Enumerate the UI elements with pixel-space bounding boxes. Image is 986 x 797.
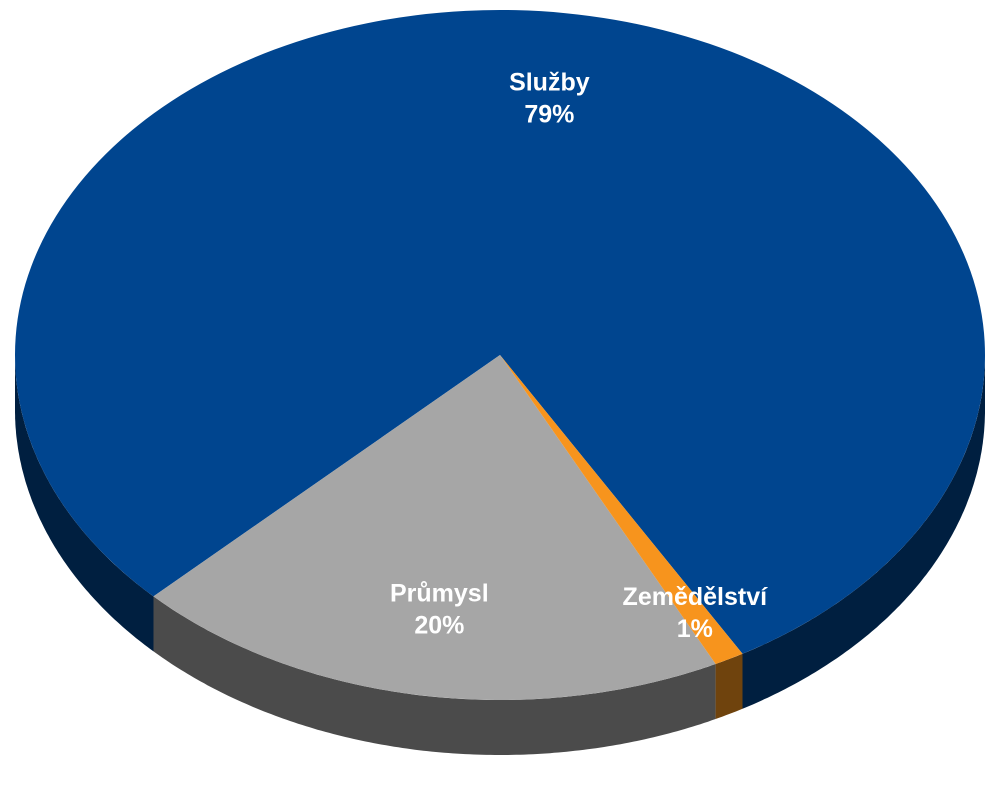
data-label-value: 20%: [414, 612, 464, 640]
data-label-value: 1%: [677, 615, 713, 643]
data-label-name: Průmysl: [390, 580, 489, 608]
pie-side: [153, 596, 716, 755]
pie-side: [715, 653, 743, 719]
pie-side: [742, 355, 985, 709]
pie-slice: [500, 355, 743, 665]
data-label-name: Zemědělství: [623, 583, 769, 611]
data-label-value: 79%: [524, 100, 574, 128]
data-label-name: Služby: [509, 68, 590, 96]
pie-slice: [153, 355, 716, 701]
pie-slice: [14, 9, 986, 654]
pie-side: [15, 357, 154, 652]
